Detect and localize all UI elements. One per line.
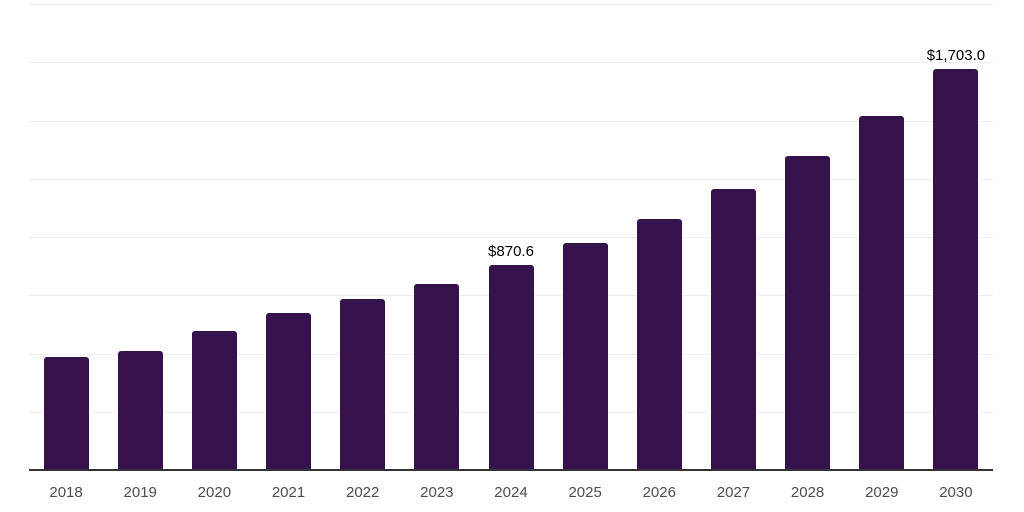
x-tick-label: 2021	[271, 484, 306, 501]
x-tick-label: 2027	[716, 484, 751, 501]
bar-2021	[266, 313, 312, 470]
bar-value-label: $1,703.0	[926, 47, 986, 65]
bar-2025	[562, 243, 608, 470]
gridline	[29, 120, 993, 122]
x-tick-label: 2030	[939, 484, 973, 501]
bar-2020	[191, 330, 237, 470]
x-tick-label: 2029	[865, 484, 899, 501]
x-tick-label: 2018	[49, 484, 83, 501]
x-axis-line	[29, 469, 993, 471]
bar-2028	[785, 155, 831, 470]
bar-2029	[859, 115, 905, 470]
x-tick-label: 2024	[494, 484, 528, 501]
bar-2022	[340, 299, 386, 470]
gridline	[29, 237, 993, 238]
x-tick-label: 2023	[420, 484, 454, 501]
bar-2019	[117, 350, 163, 470]
bar-2027	[710, 188, 756, 470]
x-tick-label: 2019	[123, 484, 157, 501]
bar-2018	[43, 357, 89, 470]
bar-value-label: $870.6	[488, 243, 534, 261]
bar-2030	[933, 69, 979, 470]
gridline	[29, 4, 993, 5]
x-tick-label: 2022	[345, 484, 380, 501]
x-tick-label: 2028	[790, 484, 825, 501]
bar-2024	[488, 265, 534, 470]
x-tick-label: 2026	[642, 484, 676, 501]
bar-2023	[414, 284, 460, 470]
gridline	[29, 62, 993, 64]
x-tick-label: 2020	[197, 484, 232, 501]
x-tick-label: 2025	[568, 484, 602, 501]
bar-2026	[636, 219, 682, 470]
gridline	[29, 178, 993, 180]
